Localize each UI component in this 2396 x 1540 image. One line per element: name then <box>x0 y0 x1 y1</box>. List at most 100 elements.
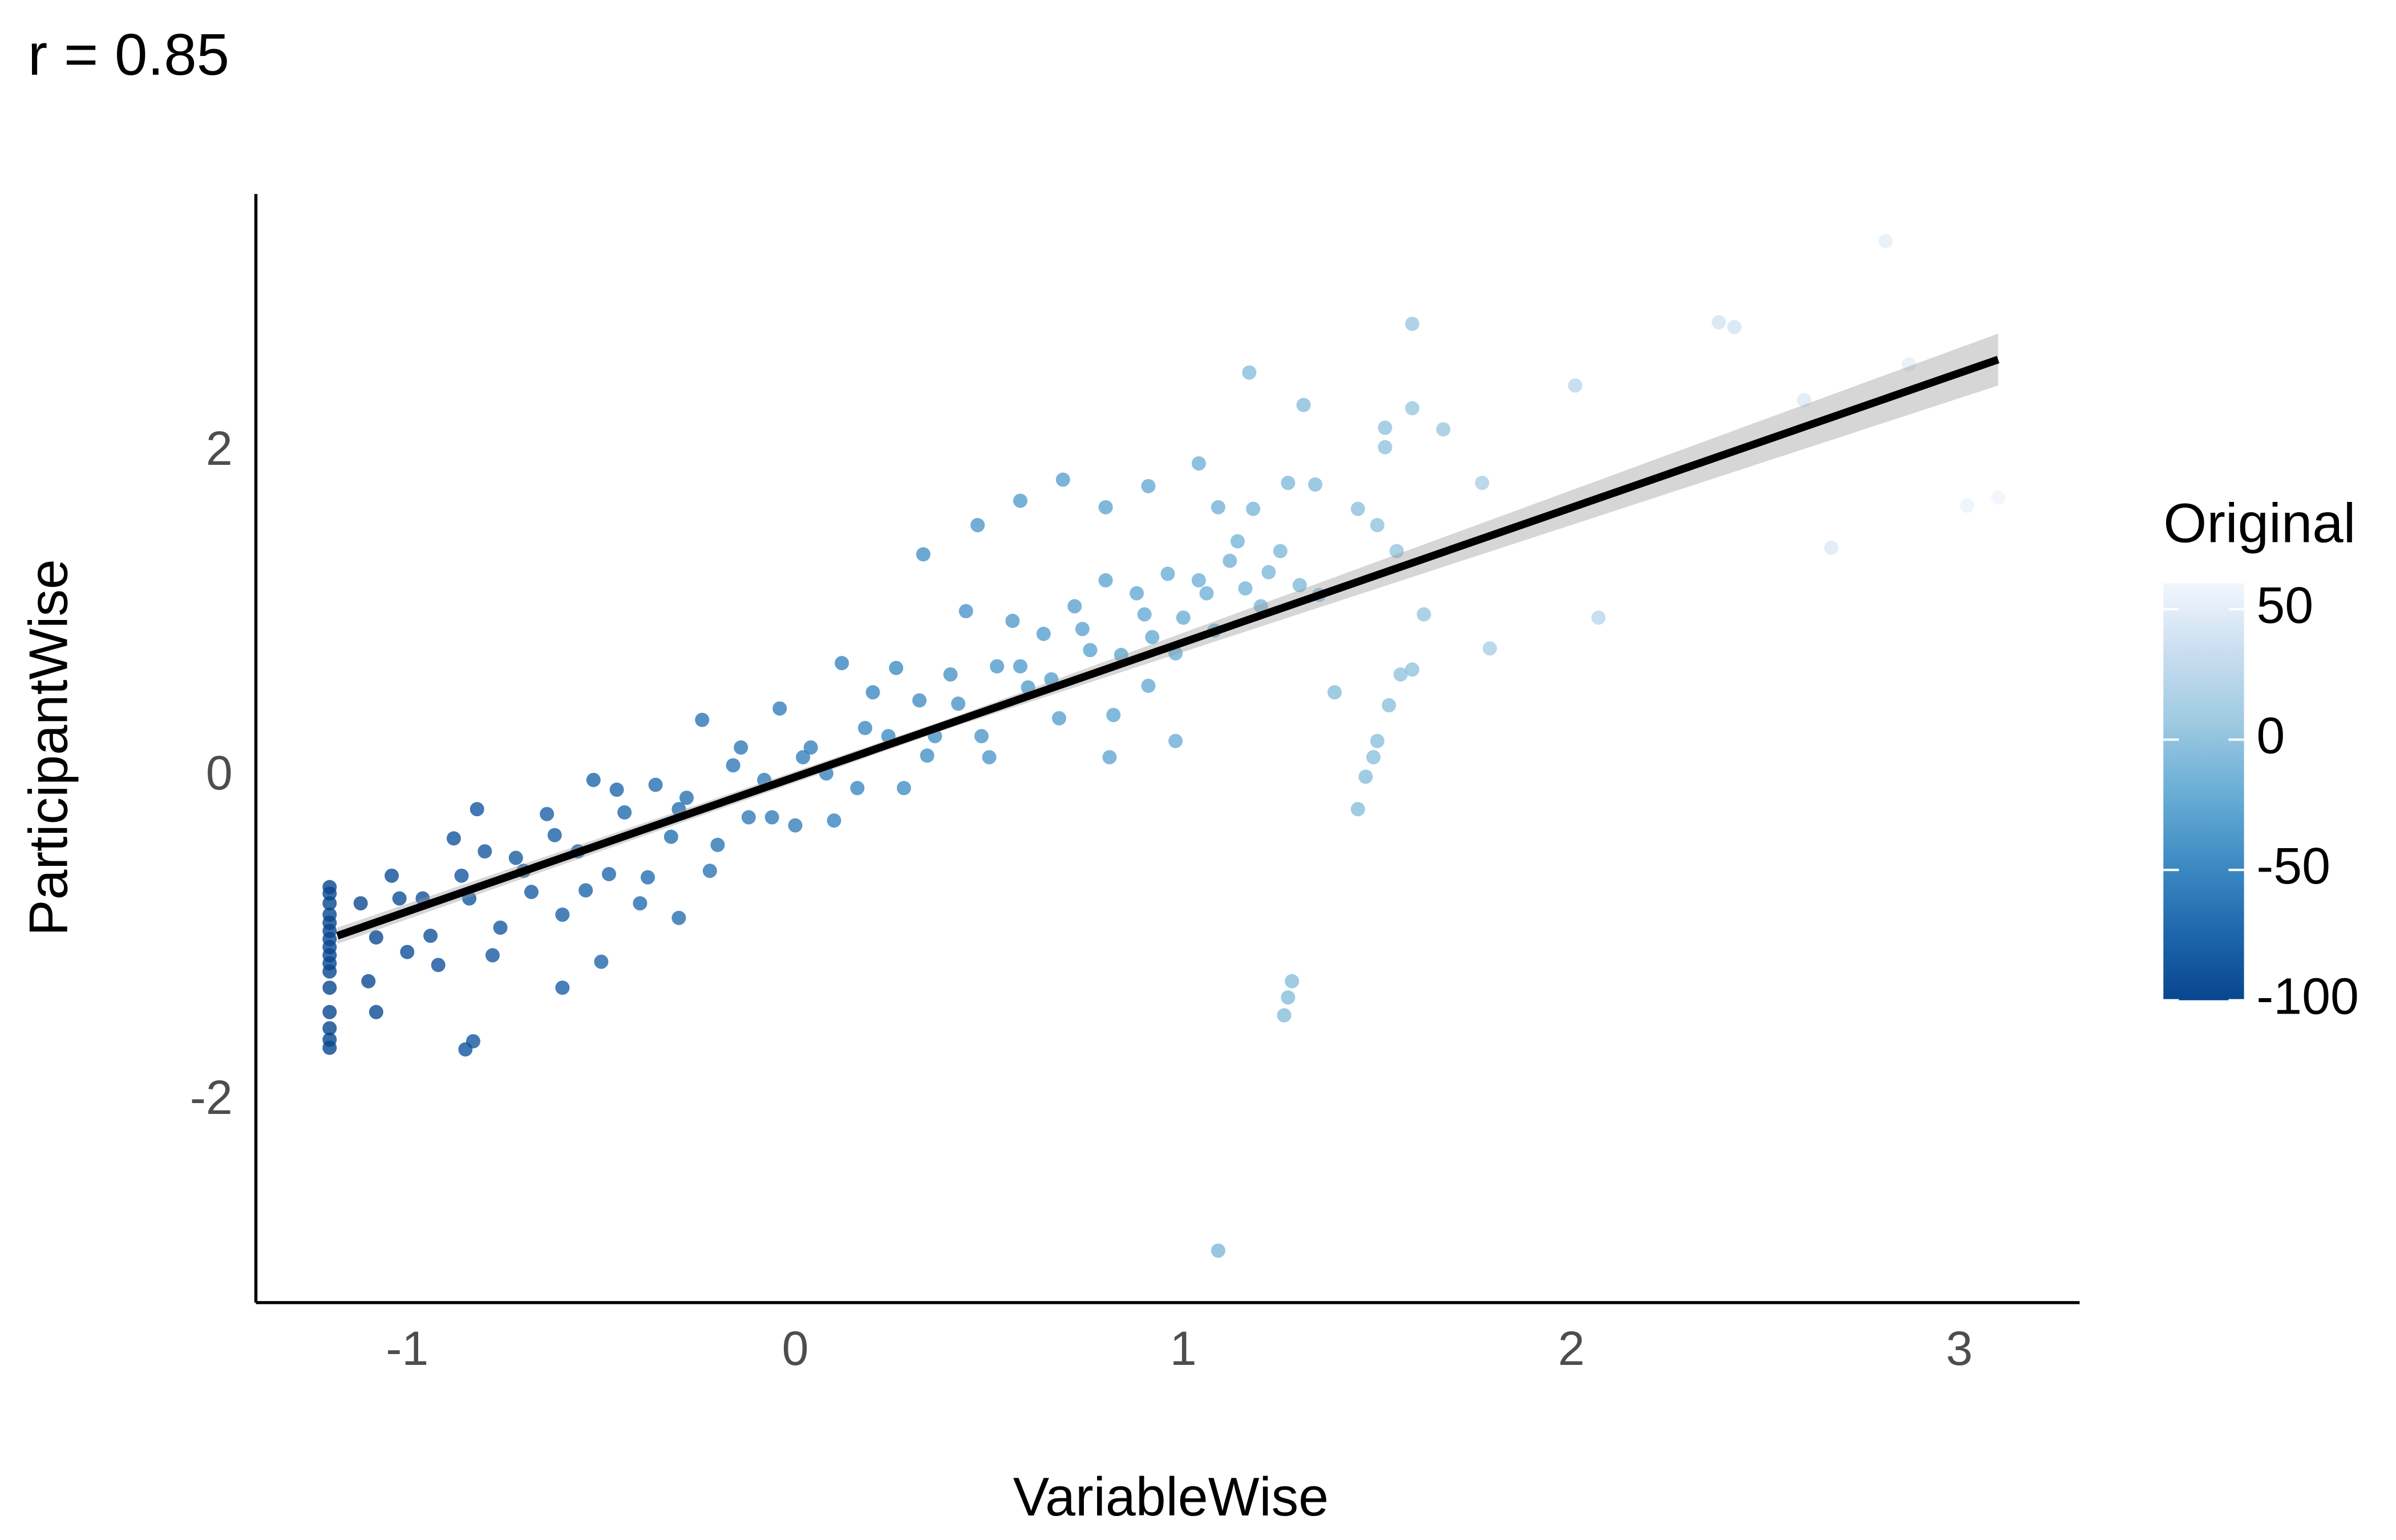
point <box>1238 581 1253 596</box>
point <box>1727 319 1742 334</box>
point <box>1223 553 1237 568</box>
point <box>322 1040 337 1055</box>
point <box>322 964 337 979</box>
point <box>1075 622 1090 637</box>
point <box>912 693 927 708</box>
point <box>865 685 880 700</box>
point <box>772 701 787 716</box>
point <box>1991 490 2006 505</box>
point <box>1211 1243 1225 1258</box>
point <box>889 660 904 675</box>
colorbar-tick-label: 50 <box>2256 577 2313 634</box>
point <box>322 980 337 995</box>
point <box>1370 733 1385 748</box>
point <box>1106 708 1121 723</box>
point <box>1378 420 1393 435</box>
x-tick-label: 2 <box>1558 1322 1585 1375</box>
x-tick-label: 0 <box>782 1322 809 1375</box>
point <box>446 831 461 846</box>
point <box>1366 750 1381 765</box>
point <box>400 945 415 959</box>
point <box>1591 610 1606 625</box>
point <box>602 866 617 881</box>
point <box>1285 974 1300 988</box>
point <box>671 910 686 925</box>
point <box>1824 540 1839 555</box>
point <box>586 772 601 787</box>
point <box>1168 733 1183 748</box>
point <box>1098 500 1113 514</box>
point <box>1130 586 1144 601</box>
point <box>990 659 1005 674</box>
point <box>1568 378 1583 393</box>
point <box>1416 607 1431 622</box>
point <box>1114 647 1128 662</box>
point <box>392 891 407 906</box>
point <box>617 805 632 820</box>
point <box>943 667 958 682</box>
point <box>470 802 484 817</box>
point <box>1358 769 1373 784</box>
point <box>1281 990 1296 1005</box>
point <box>1137 607 1152 622</box>
y-axis-title: ParticipantWise <box>19 559 79 936</box>
colorbar <box>2163 583 2244 1000</box>
point <box>1191 573 1206 587</box>
point <box>1141 678 1156 693</box>
point <box>857 720 872 735</box>
point <box>896 781 911 796</box>
point <box>1281 476 1296 491</box>
point <box>1277 1008 1292 1023</box>
point <box>1145 630 1160 645</box>
point <box>322 1004 337 1019</box>
point <box>322 1021 337 1036</box>
point <box>1211 500 1225 514</box>
point <box>1199 586 1214 601</box>
point <box>796 750 811 765</box>
point <box>710 837 725 852</box>
point <box>1242 365 1257 380</box>
point <box>1055 472 1070 487</box>
point <box>1389 544 1404 558</box>
point <box>679 791 694 805</box>
point <box>850 781 865 796</box>
point <box>1036 626 1051 641</box>
point <box>1878 234 1893 249</box>
point <box>1475 476 1490 491</box>
point <box>322 896 337 911</box>
point <box>1005 614 1020 629</box>
y-tick-label: 0 <box>206 746 233 800</box>
point <box>353 896 368 911</box>
point <box>1052 711 1067 726</box>
point <box>958 603 973 618</box>
point <box>734 740 748 755</box>
point <box>361 974 376 988</box>
x-tick-label: 3 <box>1946 1322 1973 1375</box>
point <box>1901 357 1916 372</box>
point <box>1141 479 1156 493</box>
point <box>1253 599 1268 614</box>
point <box>477 844 492 859</box>
point <box>594 954 609 969</box>
point <box>1191 456 1206 471</box>
point <box>1796 393 1812 408</box>
point <box>369 930 383 945</box>
point <box>633 896 647 911</box>
point <box>1370 518 1385 533</box>
point <box>920 748 934 763</box>
point <box>1405 317 1420 331</box>
point <box>1013 493 1028 508</box>
point <box>663 829 678 844</box>
point <box>485 948 500 963</box>
point <box>916 547 930 562</box>
point <box>1261 565 1276 579</box>
point <box>951 696 966 711</box>
point <box>369 1004 383 1019</box>
colorbar-tick-label: -50 <box>2256 838 2330 895</box>
point <box>508 850 523 865</box>
point <box>431 958 446 972</box>
point <box>641 870 655 885</box>
point <box>1176 610 1191 625</box>
legend-title: Original <box>2163 491 2355 554</box>
